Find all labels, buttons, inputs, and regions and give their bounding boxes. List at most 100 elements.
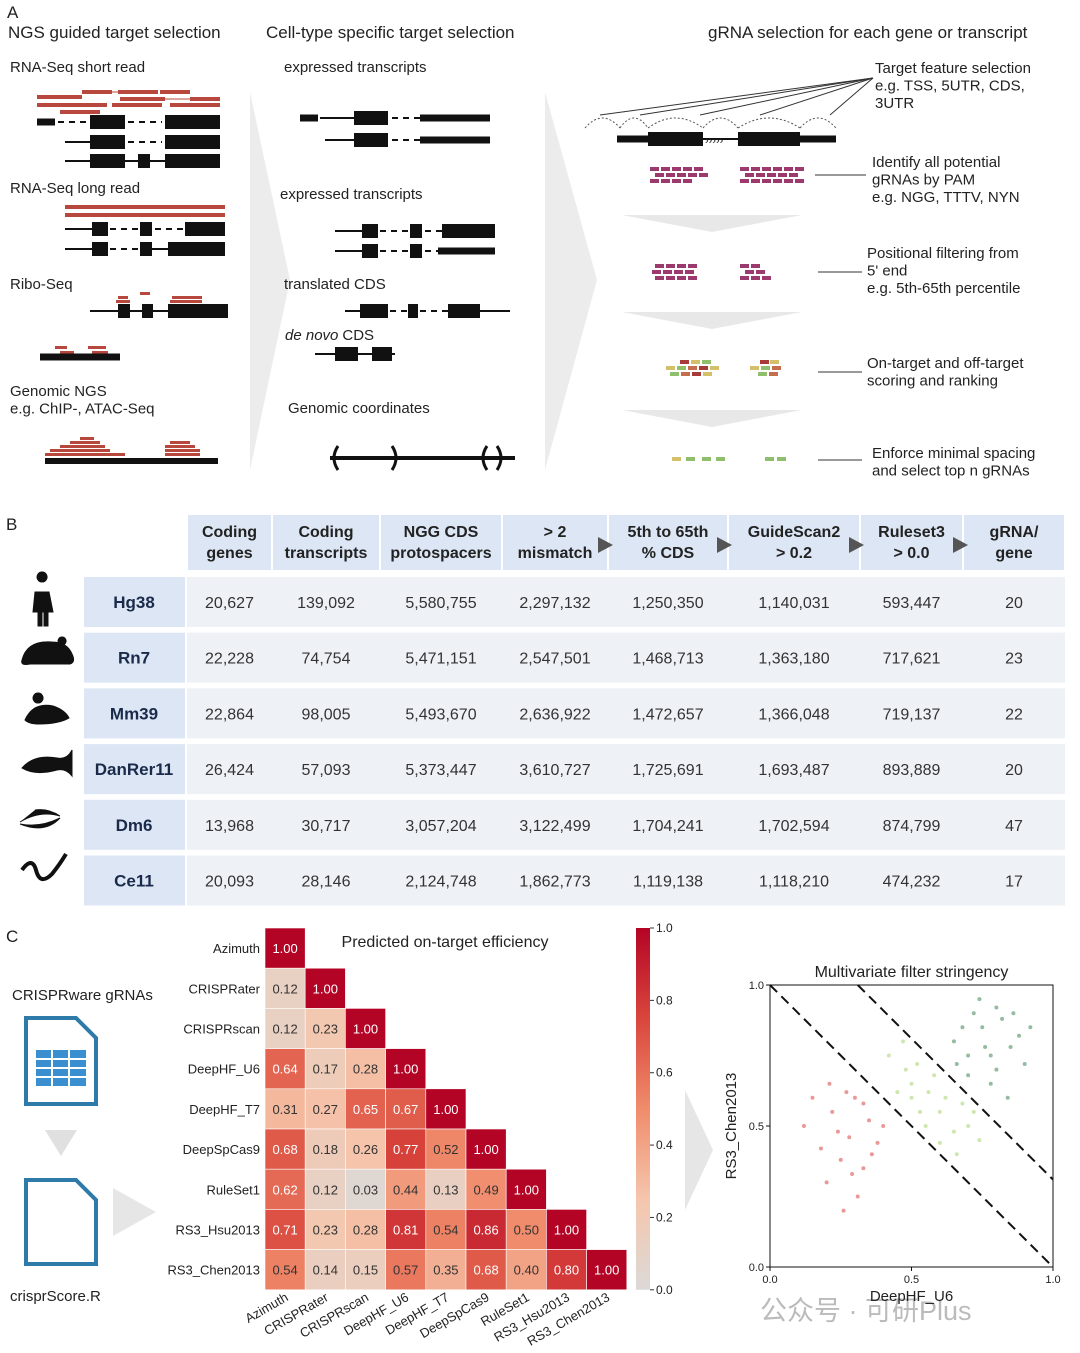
y-tick-label: DeepSpCas9 [183, 1142, 260, 1157]
glyph [170, 300, 202, 303]
heatmap-cell [425, 1088, 467, 1130]
panel-label: C [6, 927, 18, 946]
column-header: mismatch [518, 545, 593, 562]
y-tick-label: RS3_Chen2013 [167, 1263, 260, 1278]
point [827, 1081, 832, 1086]
point [1005, 1095, 1010, 1100]
glyph [188, 515, 271, 570]
heatmap-cell [264, 1209, 306, 1250]
glyph [187, 688, 1065, 739]
glyph [82, 90, 112, 94]
point [861, 1101, 866, 1106]
glyph [118, 296, 128, 299]
glyph [666, 276, 675, 280]
point [855, 1194, 860, 1199]
heatmap-cell [264, 1168, 306, 1210]
point [830, 1109, 835, 1114]
table-cell: 57,093 [302, 762, 351, 779]
y-tick-label: DeepHF_T7 [189, 1102, 260, 1117]
glyph [666, 264, 675, 268]
organism: Dm6 [116, 816, 153, 835]
glyph [495, 445, 503, 471]
glyph [737, 117, 801, 129]
glyph [663, 270, 672, 274]
point [977, 1138, 982, 1143]
glyph [762, 167, 771, 171]
glyph [90, 154, 125, 168]
table-cell: 2,297,132 [519, 595, 590, 612]
glyph [686, 457, 695, 461]
heatmap-cell [465, 1209, 507, 1250]
table-cell: 13,968 [205, 818, 254, 835]
point [844, 1090, 849, 1095]
point [980, 1025, 985, 1030]
glyph [60, 351, 74, 354]
heatmap-cell [304, 1128, 346, 1170]
glyph [655, 276, 664, 280]
glyph [760, 360, 769, 364]
table-cell: 717,621 [883, 651, 941, 668]
glyph [84, 799, 185, 850]
glyph [740, 264, 749, 268]
cell-label: 0.23 [313, 1022, 338, 1037]
glyph [90, 135, 125, 149]
glyph [784, 179, 793, 183]
heatmap-cell [345, 1249, 386, 1291]
glyph [773, 179, 782, 183]
glyph [677, 276, 686, 280]
glyph [187, 577, 1065, 627]
glyph [751, 179, 760, 183]
cell-label: 0.54 [272, 1263, 297, 1278]
y-tick-label: 0.0 [749, 1262, 764, 1274]
glyph [740, 179, 749, 183]
glyph [37, 118, 55, 126]
glyph [90, 115, 125, 129]
glyph [619, 117, 649, 129]
glyph [702, 457, 711, 461]
glyph [70, 441, 100, 444]
cell-label: 1.00 [554, 1223, 579, 1238]
cell-label: 0.35 [433, 1263, 458, 1278]
cell-label: 0.13 [433, 1182, 458, 1197]
cell-label: 0.23 [313, 1223, 338, 1238]
glyph [88, 346, 106, 349]
cell-label: 0.71 [272, 1223, 297, 1238]
glyph [655, 173, 664, 177]
table-cell: 1,862,773 [519, 874, 590, 891]
column-header: protospacers [390, 545, 491, 562]
panel-label: B [6, 515, 17, 534]
column-header: > 2 [544, 524, 567, 541]
point [951, 1129, 956, 1134]
heatmap-cell [304, 1008, 346, 1049]
glyph [647, 117, 704, 129]
cell-label: 1.00 [594, 1263, 619, 1278]
glyph [655, 264, 664, 268]
organism-icon [21, 636, 75, 665]
heatmap-cell [505, 1209, 547, 1250]
glyph [360, 304, 388, 318]
table-cell: 22,228 [205, 651, 254, 668]
cell-label: 0.67 [393, 1102, 418, 1117]
table-cell: 1,140,031 [758, 595, 829, 612]
threshold-line [857, 984, 1054, 1181]
glyph [165, 154, 220, 168]
glyph [795, 167, 804, 171]
glyph [92, 242, 108, 256]
colorbar-label: 0.4 [656, 1138, 673, 1152]
glyph [765, 457, 774, 461]
glyph [165, 445, 195, 448]
flow-arrow [45, 1130, 77, 1156]
y-tick-label: DeepHF_U6 [188, 1062, 260, 1077]
glyph [688, 276, 697, 280]
organism: Hg38 [113, 593, 155, 612]
label: NGS guided target selection [8, 23, 221, 42]
glyph [84, 688, 185, 739]
point [943, 1095, 948, 1100]
glyph [688, 173, 697, 177]
heatmap-cell [345, 1209, 386, 1250]
glyph [50, 449, 110, 452]
column-header: % CDS [642, 545, 695, 562]
point [966, 1053, 971, 1058]
glyph [688, 264, 697, 268]
table-cell: 474,232 [883, 874, 941, 891]
